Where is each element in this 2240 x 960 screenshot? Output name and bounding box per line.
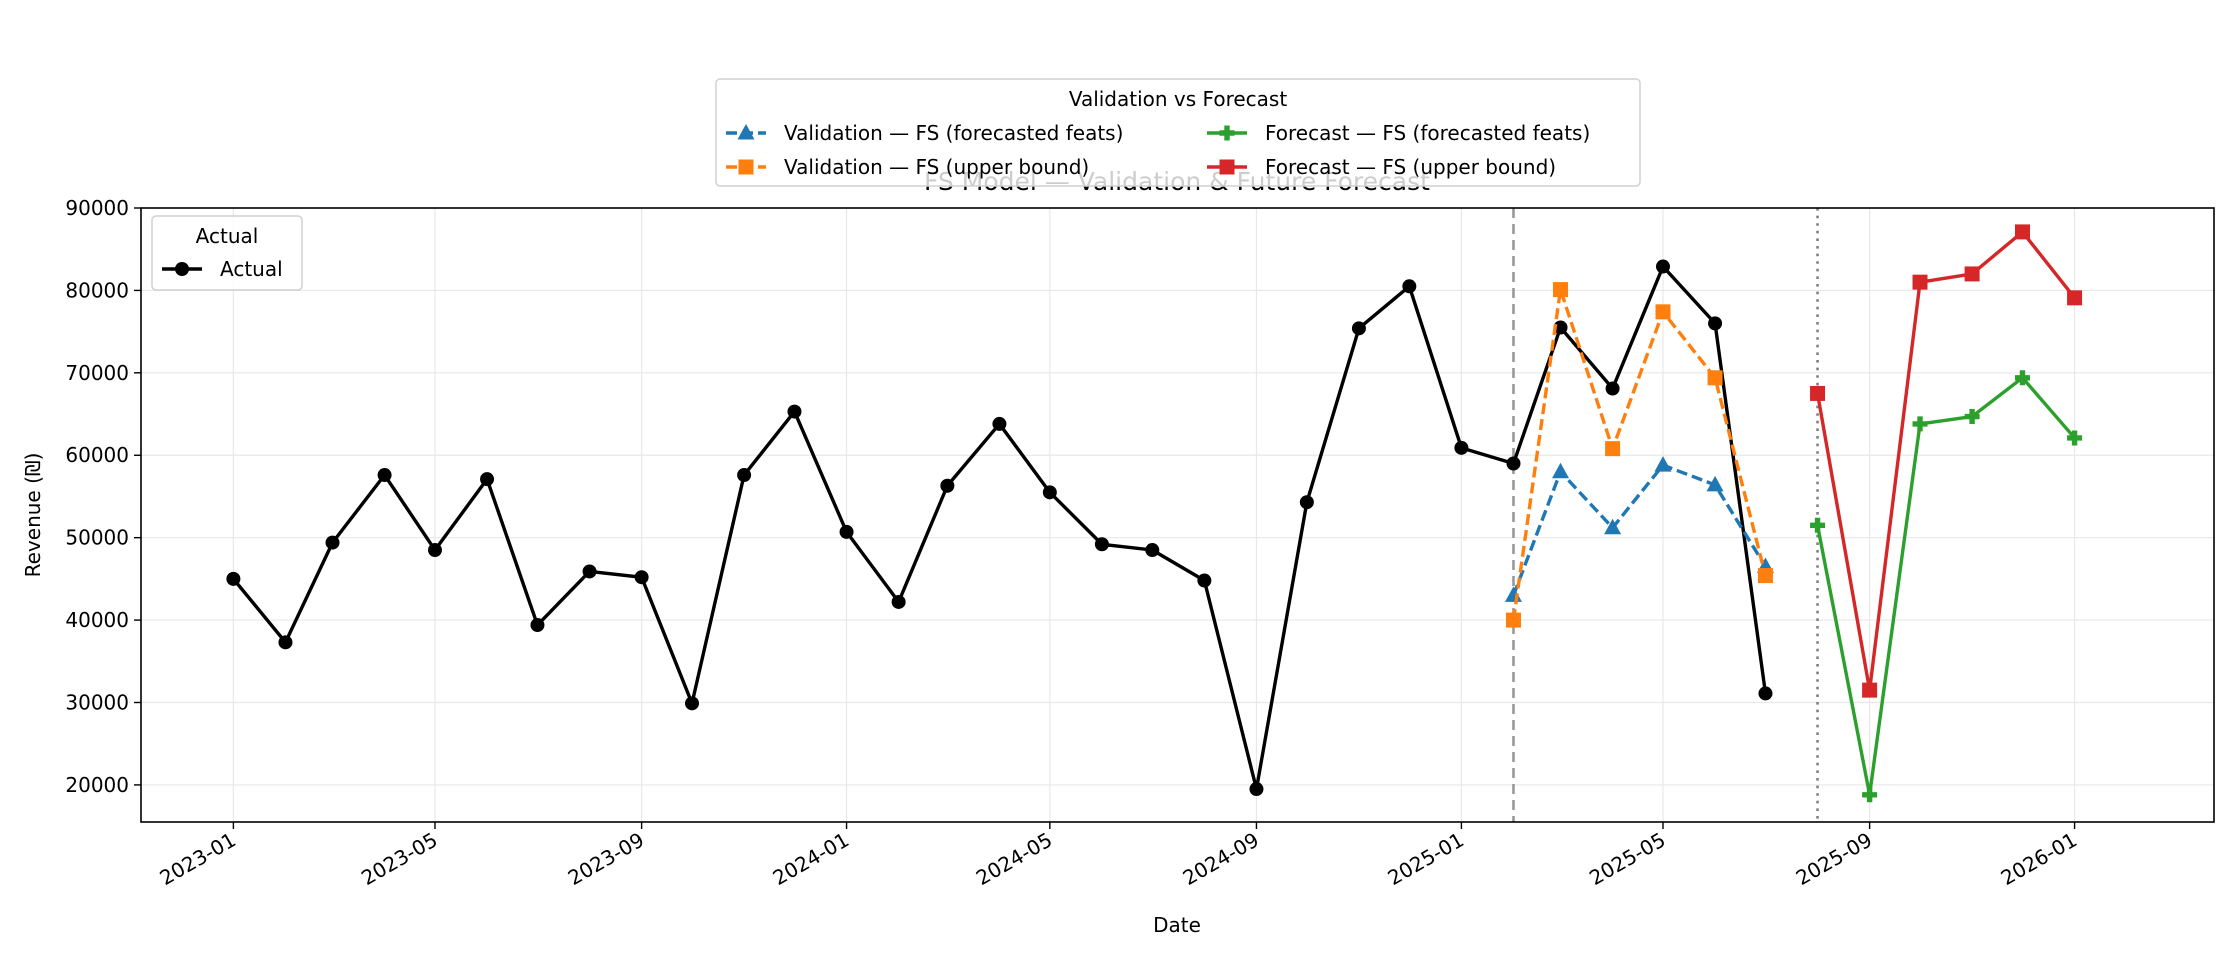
data-point — [634, 570, 649, 585]
data-point — [992, 416, 1007, 431]
data-point — [480, 472, 495, 487]
y-tick-label: 20000 — [65, 773, 129, 797]
data-point — [1145, 543, 1160, 558]
data-point — [1197, 573, 1212, 588]
legend-actual-title: Actual — [196, 224, 259, 248]
legend-label: Actual — [220, 257, 283, 281]
series-line — [1815, 230, 2076, 692]
legend-swatch-marker — [1219, 159, 1235, 175]
series-line — [1511, 463, 1767, 596]
data-point — [839, 524, 854, 539]
x-axis-label: Date — [1153, 913, 1201, 937]
legend-entry-actual: Actual — [162, 257, 283, 281]
y-axis-label: Revenue (₪) — [21, 453, 45, 578]
data-point — [1094, 537, 1109, 552]
data-point — [1810, 517, 1826, 533]
data-point — [377, 468, 392, 483]
vline-layer — [1512, 208, 1819, 822]
data-point — [1299, 495, 1314, 510]
data-point — [325, 535, 340, 550]
legend-label: Validation — FS (upper bound) — [784, 155, 1089, 179]
series-line — [1815, 376, 2076, 797]
data-point — [1912, 274, 1928, 290]
y-tick-label: 30000 — [65, 690, 129, 714]
data-point — [427, 543, 442, 558]
legend-actual: Actual Actual — [151, 215, 303, 291]
data-point — [1505, 612, 1521, 628]
y-tick-label: 50000 — [65, 526, 129, 550]
data-point — [1553, 320, 1568, 335]
data-point — [891, 594, 906, 609]
legend-swatch-marker — [738, 159, 754, 175]
legend-swatch-marker — [1219, 125, 1235, 141]
data-point — [278, 635, 293, 650]
legend-main: Validation vs Forecast Validation — FS (f… — [715, 78, 1641, 187]
data-point — [530, 618, 545, 633]
data-point — [1605, 381, 1620, 396]
data-point — [1506, 456, 1521, 471]
plot-frame — [140, 207, 2215, 823]
data-point — [1351, 321, 1366, 336]
y-tick-label: 70000 — [65, 361, 129, 385]
data-point — [1552, 462, 1570, 479]
data-point — [1042, 485, 1057, 500]
data-point — [1402, 279, 1417, 294]
data-point — [1708, 316, 1723, 331]
data-point — [940, 478, 955, 493]
y-tick-label: 40000 — [65, 608, 129, 632]
series-layer — [226, 224, 2083, 803]
data-point — [1810, 385, 1826, 401]
y-tick-label: 90000 — [65, 196, 129, 220]
data-point — [1655, 259, 1670, 274]
legend-label: Forecast — FS (forecasted feats) — [1265, 121, 1590, 145]
data-point — [2014, 224, 2030, 240]
data-point — [1862, 682, 1878, 698]
data-point — [1605, 441, 1621, 457]
data-point — [1604, 518, 1622, 535]
series-line — [1511, 287, 1768, 621]
legend-actual-frame — [151, 215, 303, 291]
legend-label: Forecast — FS (upper bound) — [1265, 155, 1556, 179]
legend-entry-validation-fs-upper-bound: Validation — FS (upper bound) — [726, 155, 1089, 179]
data-point — [1707, 370, 1723, 386]
series-forecast-fs-forecasted-feats — [1810, 370, 2083, 803]
data-point — [1706, 475, 1724, 492]
data-point — [1964, 266, 1980, 282]
data-point — [737, 468, 752, 483]
data-point — [2067, 430, 2083, 446]
data-point — [685, 696, 700, 711]
data-point — [1654, 456, 1672, 472]
data-point — [1758, 686, 1773, 701]
legend-main-frame — [715, 78, 1641, 187]
data-point — [1249, 782, 1264, 797]
data-point — [1655, 304, 1671, 320]
legend-swatch-marker — [737, 124, 755, 140]
y-tick-label: 60000 — [65, 443, 129, 467]
data-point — [1553, 282, 1569, 298]
legend-swatch-marker — [175, 262, 189, 276]
data-point — [2067, 290, 2083, 306]
legend-entry-forecast-fs-forecasted-feats: Forecast — FS (forecasted feats) — [1207, 121, 1590, 145]
legend-entry-forecast-fs-upper-bound: Forecast — FS (upper bound) — [1207, 155, 1556, 179]
series-actual — [226, 259, 1773, 797]
data-point — [1757, 568, 1773, 584]
data-point — [582, 564, 597, 579]
data-point — [787, 404, 802, 419]
legend-entry-validation-fs-forecasted-feats: Validation — FS (forecasted feats) — [726, 121, 1123, 145]
data-point — [1862, 787, 1878, 803]
legend-main-title: Validation vs Forecast — [1069, 87, 1288, 111]
data-point — [1964, 409, 1980, 425]
y-tick-label: 80000 — [65, 278, 129, 302]
data-point — [1454, 440, 1469, 455]
data-point — [1912, 416, 1928, 432]
series-validation-fs-upper-bound — [1505, 282, 1773, 628]
data-point — [226, 571, 241, 586]
legend-label: Validation — FS (forecasted feats) — [784, 121, 1123, 145]
series-forecast-fs-upper-bound — [1810, 224, 2083, 698]
data-point — [2014, 370, 2030, 386]
